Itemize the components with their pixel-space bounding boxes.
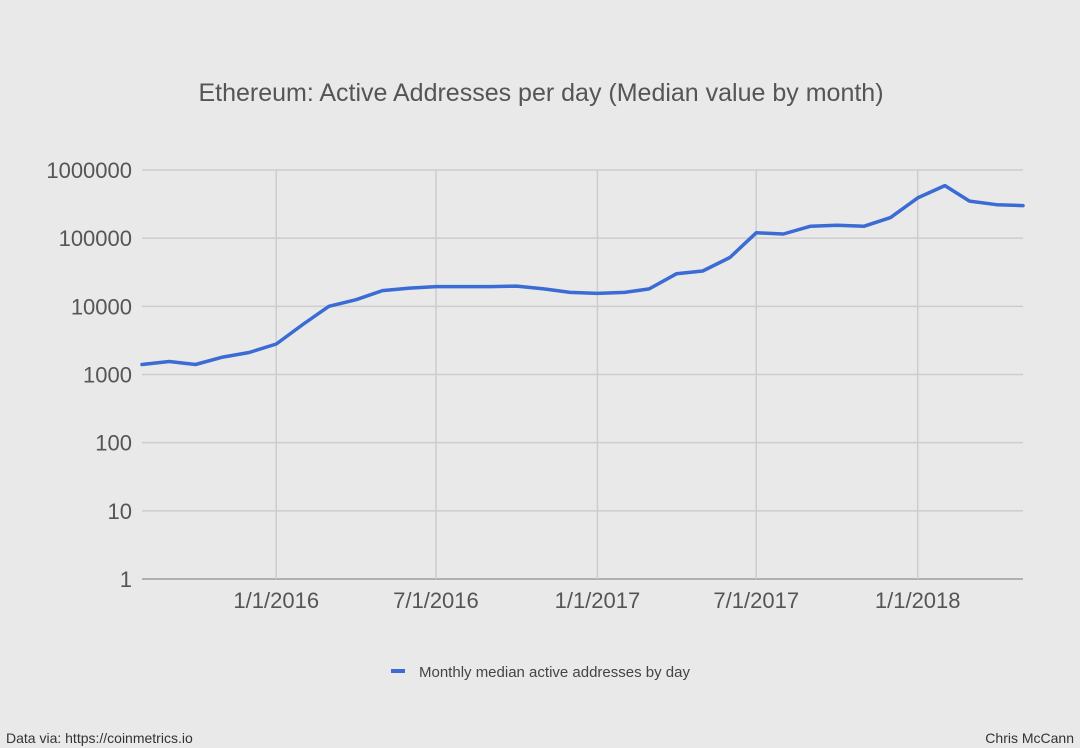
- author-credit: Chris McCann: [985, 730, 1074, 746]
- data-point: [754, 230, 759, 235]
- x-tick-label: 1/1/2016: [233, 588, 319, 613]
- data-point: [301, 322, 306, 327]
- x-tick-label: 1/1/2017: [555, 588, 641, 613]
- data-point: [1021, 203, 1026, 208]
- data-point: [380, 288, 385, 293]
- data-point: [140, 362, 145, 367]
- data-point: [193, 362, 198, 367]
- data-point: [167, 359, 172, 364]
- data-point: [888, 215, 893, 220]
- data-point: [541, 286, 546, 291]
- chart-grid: [142, 169, 1023, 580]
- data-point: [834, 223, 839, 228]
- y-tick-label: 10: [108, 499, 132, 524]
- data-point: [488, 284, 493, 289]
- y-tick-label: 100: [95, 431, 132, 456]
- data-point: [247, 350, 252, 355]
- data-point: [461, 284, 466, 289]
- y-axis: 1 10 100 1000 10000 100000 1000000: [46, 158, 132, 592]
- x-tick-label: 7/1/2017: [713, 588, 799, 613]
- data-point: [674, 271, 679, 276]
- y-tick-label: 1000: [83, 363, 132, 388]
- data-point: [942, 183, 947, 188]
- legend: Monthly median active addresses by day: [391, 664, 690, 681]
- data-point: [862, 224, 867, 229]
- data-point: [274, 342, 279, 347]
- x-axis: 1/1/2016 7/1/2016 1/1/2017 7/1/2017 1/1/2018: [233, 588, 960, 613]
- data-point: [994, 202, 999, 207]
- data-point: [700, 268, 705, 273]
- series-group: [140, 183, 1026, 367]
- x-tick-label: 1/1/2018: [875, 588, 961, 613]
- data-point: [326, 304, 331, 309]
- data-point: [595, 291, 600, 296]
- data-point: [647, 286, 652, 291]
- data-point: [220, 355, 225, 360]
- data-point: [433, 284, 438, 289]
- x-tick-label: 7/1/2016: [393, 588, 479, 613]
- data-point: [781, 232, 786, 237]
- legend-swatch: [391, 669, 405, 673]
- data-point: [407, 286, 412, 291]
- y-tick-label: 1000000: [46, 158, 132, 183]
- data-point: [727, 255, 732, 260]
- legend-label: Monthly median active addresses by day: [419, 664, 690, 681]
- data-point: [354, 297, 359, 302]
- y-tick-label: 10000: [71, 294, 132, 319]
- chart-title: Ethereum: Active Addresses per day (Medi…: [198, 79, 883, 107]
- y-tick-label: 1: [120, 567, 132, 592]
- data-source-credit: Data via: https://coinmetrics.io: [6, 730, 193, 746]
- data-point: [915, 195, 920, 200]
- data-point: [967, 199, 972, 204]
- data-point: [568, 290, 573, 295]
- data-point: [514, 284, 519, 289]
- data-point: [622, 290, 627, 295]
- series-line: [140, 183, 1025, 367]
- y-tick-label: 100000: [59, 226, 132, 251]
- data-point: [808, 224, 813, 229]
